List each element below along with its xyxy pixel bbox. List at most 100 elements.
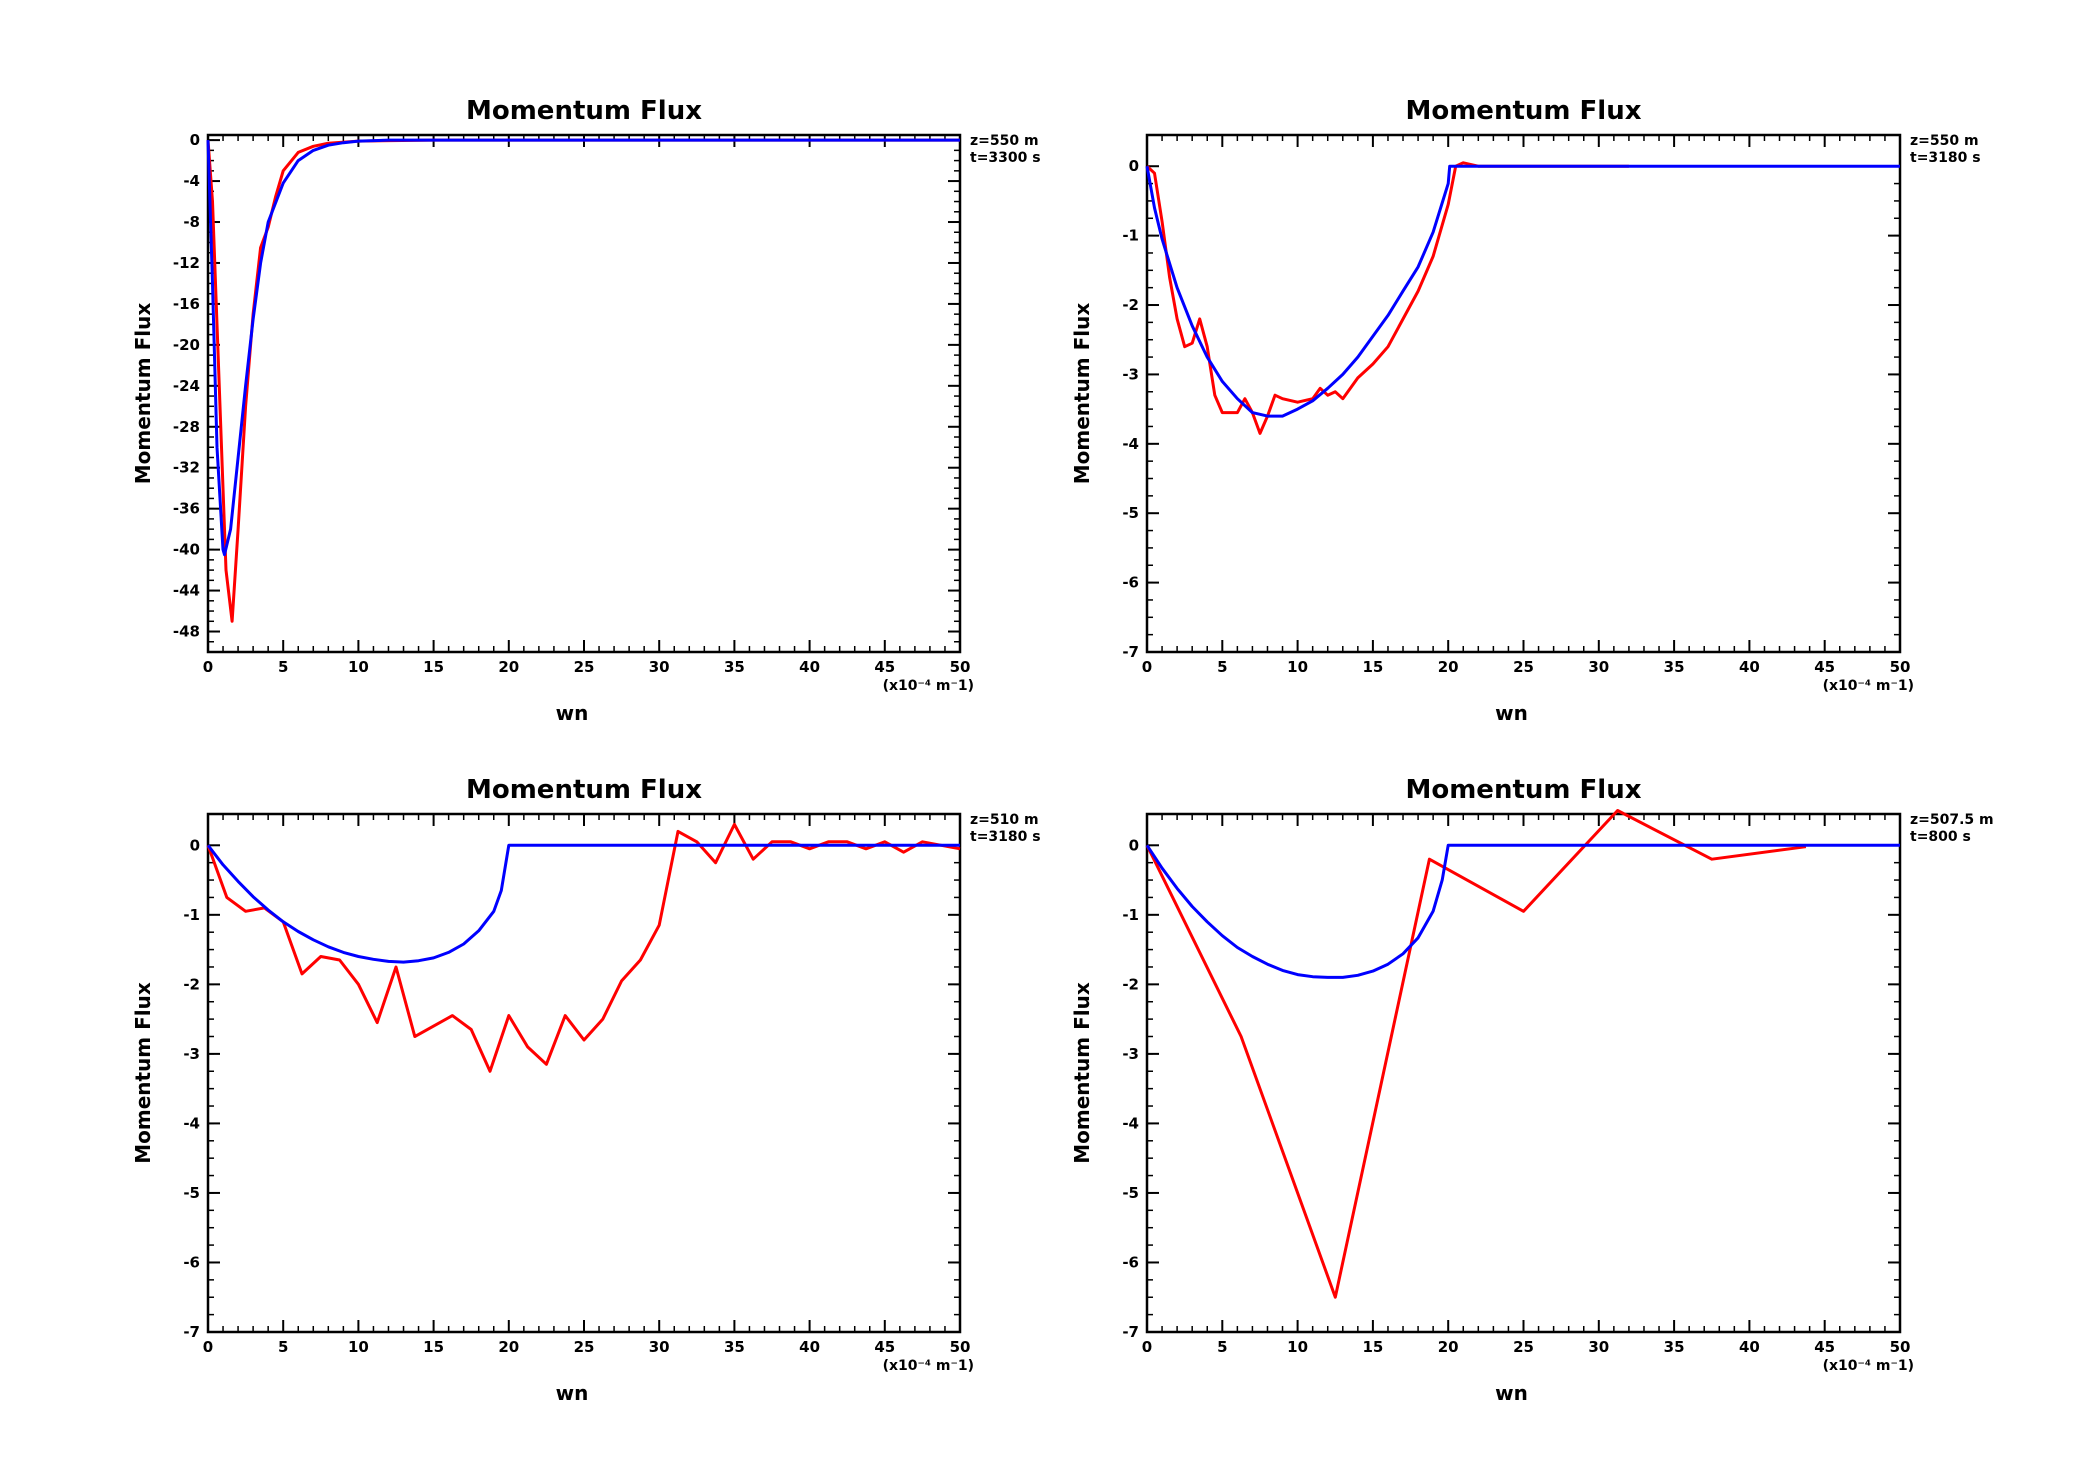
- x-tick-label: 15: [1362, 658, 1383, 676]
- y-axis-label: Momentum Flux: [1070, 982, 1094, 1164]
- x-tick-label: 25: [574, 1338, 595, 1356]
- x-tick-label: 25: [574, 658, 595, 676]
- series-line-red: [206, 138, 960, 623]
- y-tick-label: 0: [190, 836, 200, 854]
- y-tick-label: 0: [1129, 157, 1139, 175]
- x-tick-label: 45: [1814, 658, 1835, 676]
- plot-frame: [1145, 812, 1902, 1334]
- chart-panel-4: Momentum Flux 0 5 10 15 20 25 30 35 40 45 50 0 -1 -2 -3…: [1070, 775, 1994, 1405]
- y-tick-label: -6: [1122, 1253, 1139, 1271]
- x-tick-label: 50: [1890, 658, 1911, 676]
- x-tick-label: 45: [1814, 1338, 1835, 1356]
- x-unit-label: (x10⁻⁴ m⁻1): [883, 678, 974, 694]
- y-axis-label: Momentum Flux: [131, 303, 155, 485]
- x-tick-label: 50: [950, 1338, 971, 1356]
- chart-title: Momentum Flux: [466, 96, 702, 126]
- annotation-time: t=3300 s: [970, 150, 1041, 166]
- series-line-red: [1145, 161, 1629, 435]
- y-tick-label: -1: [1122, 227, 1139, 245]
- y-tick-label: 0: [1129, 836, 1139, 854]
- chart-title: Momentum Flux: [1405, 775, 1641, 805]
- y-tick-label: -5: [1122, 504, 1139, 522]
- y-tick-label: -16: [173, 295, 200, 313]
- x-tick-label: 5: [1217, 1338, 1227, 1356]
- y-tick-label: -2: [183, 975, 200, 993]
- x-tick-label: 30: [1588, 658, 1609, 676]
- y-tick-label: -44: [173, 582, 200, 600]
- y-tick-label: -20: [173, 336, 200, 354]
- x-tick-label: 0: [1142, 658, 1152, 676]
- chart-panel-3: Momentum Flux 0 5 10 15 20 25 30 35 40 45 50 0 -1 -2 -3…: [131, 775, 1041, 1405]
- annotation-time: t=3180 s: [970, 829, 1041, 845]
- x-tick-label: 10: [348, 1338, 369, 1356]
- y-tick-label: -32: [173, 459, 200, 477]
- x-tick-label: 15: [423, 658, 444, 676]
- y-tick-label: -8: [183, 213, 200, 231]
- x-axis-label: wn: [1495, 701, 1528, 725]
- x-tick-label: 15: [423, 1338, 444, 1356]
- x-tick-label: 50: [950, 658, 971, 676]
- x-tick-label: 20: [498, 1338, 519, 1356]
- x-tick-label: 15: [1362, 1338, 1383, 1356]
- x-tick-label: 10: [1287, 658, 1308, 676]
- y-axis-label: Momentum Flux: [1070, 303, 1094, 485]
- x-tick-label: 20: [1438, 1338, 1459, 1356]
- y-tick-label: -48: [173, 623, 200, 641]
- annotation-height: z=510 m: [970, 812, 1039, 828]
- chart-panel-1: Momentum Flux 0 5 10 15 20 25 30 35 40 45 50 0 -4 -8 -1…: [131, 96, 1041, 725]
- series-line-blue: [1145, 843, 1900, 979]
- x-tick-label: 30: [1588, 1338, 1609, 1356]
- chart-title: Momentum Flux: [466, 775, 702, 805]
- y-tick-label: -2: [1122, 975, 1139, 993]
- x-tick-label: 25: [1513, 658, 1534, 676]
- x-tick-label: 5: [1217, 658, 1227, 676]
- x-tick-label: 5: [278, 1338, 288, 1356]
- x-tick-label: 50: [1890, 1338, 1911, 1356]
- y-tick-label: 0: [190, 131, 200, 149]
- y-tick-label: -7: [183, 1323, 200, 1341]
- x-tick-label: 25: [1513, 1338, 1534, 1356]
- y-tick-label: -3: [1122, 1045, 1139, 1063]
- x-tick-label: 40: [799, 658, 820, 676]
- chart-title: Momentum Flux: [1405, 96, 1641, 126]
- y-tick-label: -12: [173, 254, 200, 272]
- y-axis-label: Momentum Flux: [131, 982, 155, 1164]
- x-unit-label: (x10⁻⁴ m⁻1): [1823, 1358, 1914, 1374]
- x-unit-label: (x10⁻⁴ m⁻1): [883, 1358, 974, 1374]
- plot-frame: [206, 812, 962, 1334]
- series-line-blue: [206, 843, 960, 964]
- y-tick-label: -4: [1122, 435, 1139, 453]
- x-tick-label: 0: [203, 658, 213, 676]
- x-tick-label: 35: [724, 658, 745, 676]
- x-unit-label: (x10⁻⁴ m⁻1): [1823, 678, 1914, 694]
- annotation-height: z=550 m: [1910, 133, 1979, 149]
- x-tick-label: 35: [724, 1338, 745, 1356]
- y-tick-label: -1: [1122, 906, 1139, 924]
- y-tick-label: -1: [183, 906, 200, 924]
- y-tick-label: -36: [173, 500, 200, 518]
- x-tick-label: 0: [203, 1338, 213, 1356]
- x-tick-label: 10: [348, 658, 369, 676]
- y-tick-label: -5: [1122, 1184, 1139, 1202]
- y-tick-label: -2: [1122, 296, 1139, 314]
- x-tick-label: 20: [498, 658, 519, 676]
- x-tick-label: 45: [874, 658, 895, 676]
- x-axis-label: wn: [556, 701, 589, 725]
- x-tick-label: 45: [874, 1338, 895, 1356]
- x-tick-label: 0: [1142, 1338, 1152, 1356]
- annotation-height: z=507.5 m: [1910, 812, 1994, 828]
- annotation-time: t=800 s: [1910, 829, 1971, 845]
- x-tick-label: 40: [1739, 1338, 1760, 1356]
- x-tick-label: 40: [1739, 658, 1760, 676]
- y-tick-label: -3: [183, 1045, 200, 1063]
- x-axis-label: wn: [1495, 1381, 1528, 1405]
- annotation-height: z=550 m: [970, 133, 1039, 149]
- chart-panel-2: Momentum Flux 0 5 10 15 20 25 30 35 40 45 50 0 -1 -2 -3…: [1070, 96, 1981, 725]
- y-tick-label: -7: [1122, 643, 1139, 661]
- x-tick-label: 30: [649, 1338, 670, 1356]
- x-tick-label: 5: [278, 658, 288, 676]
- y-tick-label: -6: [1122, 574, 1139, 592]
- y-tick-label: -28: [173, 418, 200, 436]
- y-tick-label: -7: [1122, 1323, 1139, 1341]
